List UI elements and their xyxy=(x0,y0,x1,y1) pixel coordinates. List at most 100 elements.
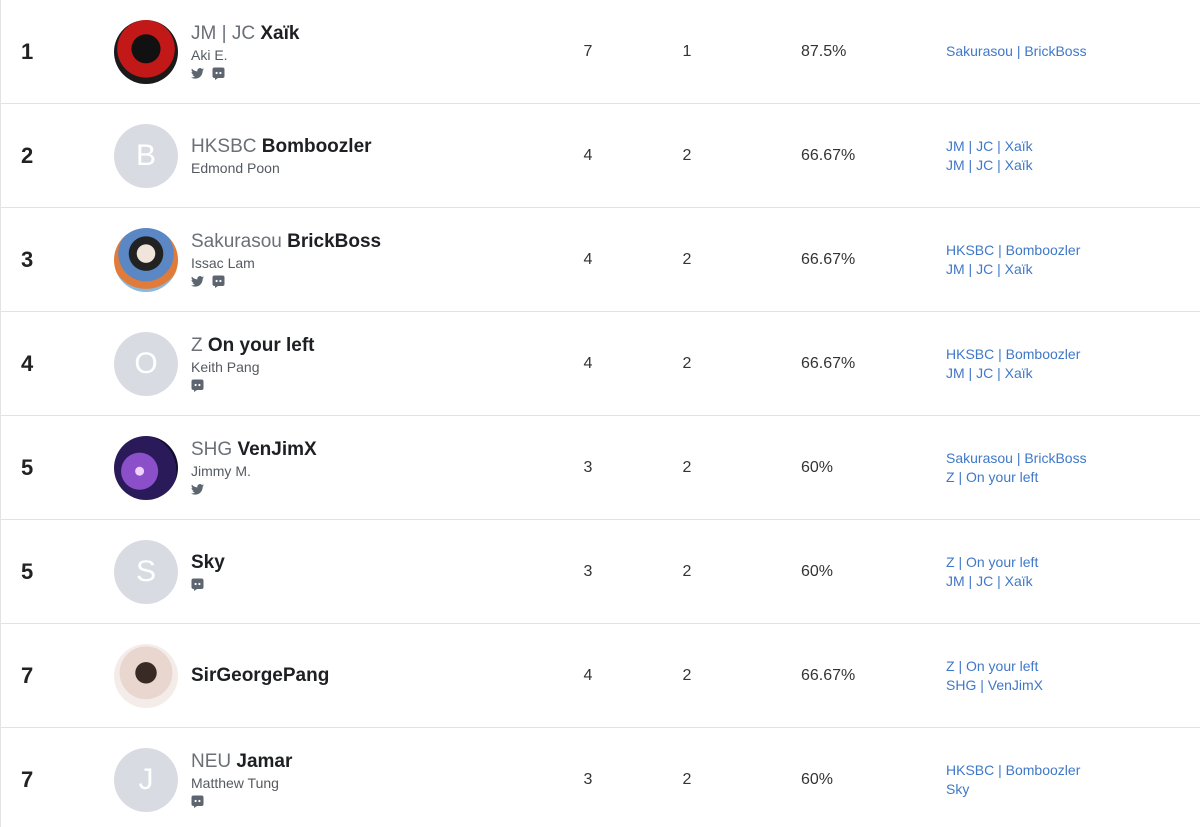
opponents: HKSBC | Bomboozler JM | JC | Xaïk xyxy=(946,208,1080,312)
opponent-link[interactable]: JM | JC | Xaïk xyxy=(946,261,1033,277)
wins: 3 xyxy=(583,771,593,788)
win-rate: 66.67% xyxy=(801,355,856,372)
opponent-link[interactable]: JM | JC | Xaïk xyxy=(946,365,1033,381)
discord-icon[interactable] xyxy=(191,578,204,591)
opponents: Z | On your left JM | JC | Xaïk xyxy=(946,520,1038,624)
team-tag: NEU xyxy=(191,750,232,772)
team-tag: HKSBC xyxy=(191,135,257,157)
player-tag: Jamar xyxy=(236,750,293,772)
discord-icon[interactable] xyxy=(191,795,204,808)
losses: 2 xyxy=(682,667,692,684)
avatar-image xyxy=(114,436,178,500)
team-info: NEU Jamar Matthew Tung xyxy=(191,728,292,827)
standing-row: 7 SirGeorgePang 4 2 66.67% Z | On your left SH… xyxy=(1,624,1200,728)
opponents: HKSBC | Bomboozler Sky xyxy=(946,728,1080,827)
win-rate: 66.67% xyxy=(801,251,856,268)
wins: 4 xyxy=(583,355,593,372)
team-info: SirGeorgePang xyxy=(191,624,329,728)
player-tag: On your left xyxy=(207,334,315,356)
standing-row: 5 SHG VenJimX Jimmy M. 3 2 60% Sakurasou | Bri… xyxy=(1,416,1200,520)
social-icons xyxy=(191,575,225,593)
team-name: Sakurasou BrickBoss xyxy=(191,230,381,254)
wins: 3 xyxy=(583,459,593,476)
opponent-link[interactable]: SHG | VenJimX xyxy=(946,677,1044,693)
team-info: SHG VenJimX Jimmy M. xyxy=(191,416,317,520)
win-rate: 66.67% xyxy=(801,147,856,164)
twitter-icon[interactable] xyxy=(191,276,204,287)
avatar: S xyxy=(114,540,178,604)
losses: 2 xyxy=(682,355,692,372)
rank: 2 xyxy=(21,143,34,168)
opponent-link[interactable]: Sky xyxy=(946,781,970,797)
twitter-icon[interactable] xyxy=(191,68,204,79)
opponent-link[interactable]: HKSBC | Bomboozler xyxy=(946,345,1081,362)
wins: 4 xyxy=(583,251,593,268)
win-rate: 60% xyxy=(801,563,834,580)
avatar-image xyxy=(114,228,178,292)
opponent-link[interactable]: HKSBC | Bomboozler xyxy=(946,241,1081,258)
opponent-link[interactable]: JM | JC | Xaïk xyxy=(946,573,1033,589)
win-rate: 60% xyxy=(801,771,834,788)
twitter-icon[interactable] xyxy=(191,484,204,495)
team-name: Z On your left xyxy=(191,334,315,358)
opponent-link[interactable]: Z | On your left xyxy=(946,469,1039,485)
rank: 3 xyxy=(21,247,34,272)
rank: 5 xyxy=(21,559,34,584)
player-name: Edmond Poon xyxy=(191,159,280,176)
team-tag: Z xyxy=(191,334,203,356)
win-rate: 87.5% xyxy=(801,43,847,60)
opponent-link[interactable]: HKSBC | Bomboozler xyxy=(946,761,1081,778)
team-info: HKSBC Bomboozler Edmond Poon xyxy=(191,104,372,208)
win-rate: 66.67% xyxy=(801,667,856,684)
rank: 7 xyxy=(21,767,34,792)
opponents: Sakurasou | BrickBoss Z | On your left xyxy=(946,416,1087,520)
losses: 2 xyxy=(682,251,692,268)
discord-icon[interactable] xyxy=(212,275,225,288)
player-name: Issac Lam xyxy=(191,254,255,271)
wins: 3 xyxy=(583,563,593,580)
avatar: B xyxy=(114,124,178,188)
standing-row: 2 B HKSBC Bomboozler Edmond Poon 4 2 66.67% JM … xyxy=(1,104,1200,208)
team-name: NEU Jamar xyxy=(191,750,292,774)
discord-icon[interactable] xyxy=(191,379,204,392)
player-tag: Bomboozler xyxy=(261,135,372,157)
rank: 4 xyxy=(21,351,34,376)
opponent-link[interactable]: JM | JC | Xaïk xyxy=(946,137,1033,154)
player-name: Aki E. xyxy=(191,46,228,63)
opponent-link[interactable]: JM | JC | Xaïk xyxy=(946,157,1033,173)
social-icons xyxy=(191,377,315,395)
losses: 2 xyxy=(682,563,692,580)
team-name: HKSBC Bomboozler xyxy=(191,135,372,159)
team-name: SirGeorgePang xyxy=(191,664,329,688)
wins: 7 xyxy=(583,43,593,60)
player-name: Matthew Tung xyxy=(191,774,279,791)
social-icons xyxy=(191,793,292,811)
team-info: Sky xyxy=(191,520,225,624)
player-tag: Xaïk xyxy=(260,22,300,44)
discord-icon[interactable] xyxy=(212,67,225,80)
opponent-link[interactable]: Z | On your left xyxy=(946,553,1039,570)
standing-row: 7 J NEU Jamar Matthew Tung 3 2 60% HKSBC | Bomb… xyxy=(1,728,1200,827)
standing-row: 3 Sakurasou BrickBoss Issac Lam 4 2 66.67% HKS… xyxy=(1,208,1200,312)
team-tag: SHG xyxy=(191,438,233,460)
opponents: Sakurasou | BrickBoss xyxy=(946,0,1087,104)
social-icons xyxy=(191,481,317,499)
win-rate: 60% xyxy=(801,459,834,476)
losses: 2 xyxy=(682,771,692,788)
team-info: Sakurasou BrickBoss Issac Lam xyxy=(191,208,381,312)
team-name: Sky xyxy=(191,551,225,575)
losses: 1 xyxy=(682,43,692,60)
player-tag: SirGeorgePang xyxy=(191,665,330,686)
opponent-link[interactable]: Sakurasou | BrickBoss xyxy=(946,449,1087,466)
team-info: Z On your left Keith Pang xyxy=(191,312,315,416)
player-tag: VenJimX xyxy=(237,438,317,460)
opponent-link[interactable]: Sakurasou | BrickBoss xyxy=(946,43,1087,60)
rank: 1 xyxy=(21,39,34,64)
team-name: JM | JC Xaïk xyxy=(191,22,299,46)
player-name: Keith Pang xyxy=(191,358,260,375)
opponents: Z | On your left SHG | VenJimX xyxy=(946,624,1043,728)
avatar: J xyxy=(114,748,178,812)
opponent-link[interactable]: Z | On your left xyxy=(946,657,1039,674)
